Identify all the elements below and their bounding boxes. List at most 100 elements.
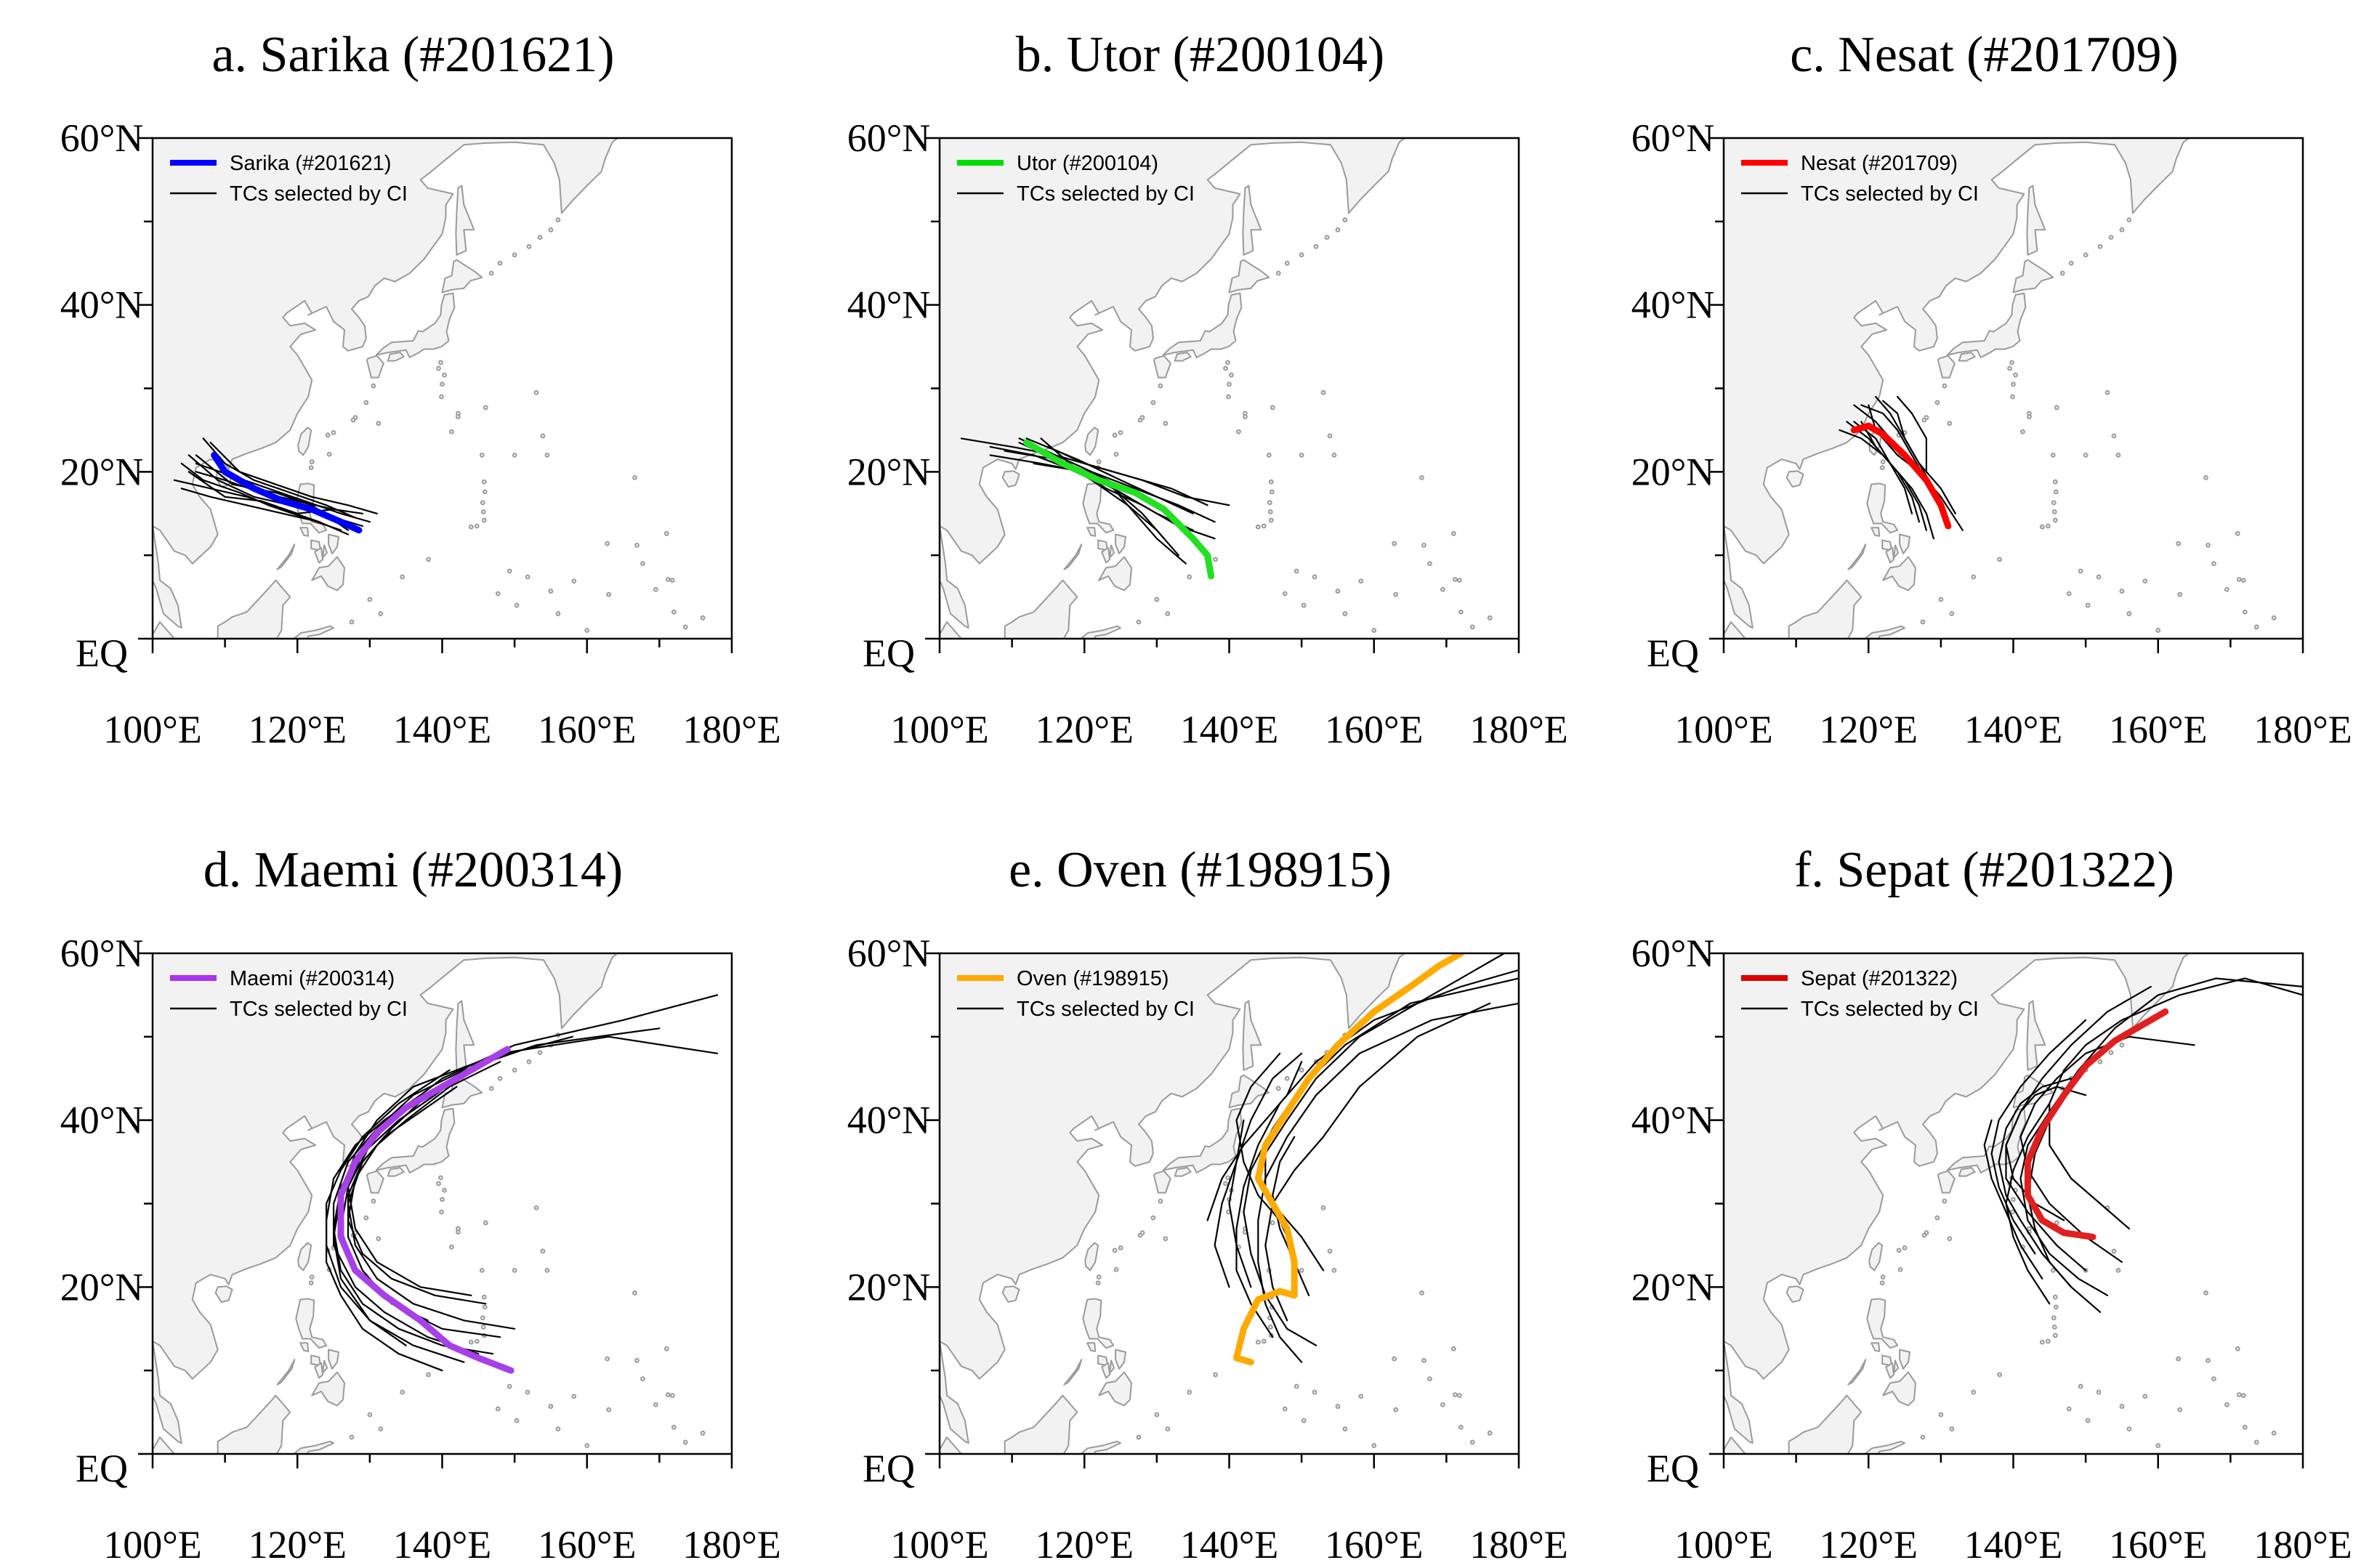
panel-d-island-33 xyxy=(512,1267,517,1273)
panel-c-legend-label-analog: TCs selected by CI xyxy=(1801,182,1979,206)
panel-d-island-46 xyxy=(404,1460,408,1464)
panel-d-xtick-label-160: 160°E xyxy=(538,1523,637,1567)
panel-a-land-2 xyxy=(153,621,175,639)
panel-e-island-6 xyxy=(1223,1181,1228,1187)
panel-f-xtick-label-180: 180°E xyxy=(2253,1523,2352,1567)
panel-d-island-30 xyxy=(507,1383,512,1389)
panel-d-land-1 xyxy=(153,1341,182,1444)
panel-a-island-67 xyxy=(548,227,554,233)
panel-e-island-37 xyxy=(1487,1430,1493,1436)
panel-e-island-13 xyxy=(1261,1338,1267,1344)
panel-d-island-21 xyxy=(571,1394,577,1399)
panel-c-island-46 xyxy=(1975,645,1979,649)
panel-d: Maemi (#200314) TCs selected by CI 100°E 12… xyxy=(60,842,781,1567)
panel-c: Nesat (#201709) TCs selected by CI 100°E 12… xyxy=(1631,27,2352,751)
panel-a-island-21 xyxy=(571,578,577,584)
panel-d-island-17 xyxy=(540,1248,546,1254)
panel-e-island-49 xyxy=(1390,1464,1394,1468)
panel-a-island-16 xyxy=(481,479,487,485)
panel-d-land-16 xyxy=(387,1167,405,1177)
panel-c-island-34 xyxy=(2235,530,2240,536)
panel-a: Sarika (#201621) TCs selected by CI 100°E 1… xyxy=(60,27,781,751)
panel-d-island-49 xyxy=(603,1464,607,1468)
panel-c-island-53 xyxy=(2010,394,2015,400)
panel-b-island-26 xyxy=(1392,541,1397,546)
panel-c-island-17 xyxy=(2111,433,2117,439)
panel-a-island-39 xyxy=(567,645,570,649)
panel-d-island-38 xyxy=(584,1443,590,1448)
panel-f-island-4 xyxy=(1942,1198,1948,1204)
panel-e-island-50 xyxy=(1503,1462,1506,1466)
panel-d-island-53 xyxy=(439,1209,444,1215)
panel-c-island-38 xyxy=(2155,628,2161,633)
panel-f-island-48 xyxy=(2085,1418,2091,1423)
panel-d-island-51 xyxy=(483,1220,488,1226)
panel-a-analog-track-8 xyxy=(180,488,320,523)
panel-d-island-34 xyxy=(663,1346,669,1351)
panel-f-island-11 xyxy=(2051,1325,2057,1330)
panel-b-legend-label-target: Utor (#200104) xyxy=(1017,152,1158,175)
panel-f-ytick-label-40: 40°N xyxy=(1631,1099,1715,1142)
panel-a-xtick-label-180: 180°E xyxy=(682,708,781,751)
panel-f-legend-label-target: Sepat (#201322) xyxy=(1801,967,1958,990)
panel-b-island-47 xyxy=(1158,650,1162,653)
panel-d-land-3 xyxy=(217,1394,291,1454)
panel-e-island-19 xyxy=(1187,1389,1192,1395)
panel-f-island-20 xyxy=(2096,1389,2102,1395)
panel-e-xtick-label-100: 100°E xyxy=(890,1523,989,1567)
panel-f-island-27 xyxy=(2224,1402,2229,1407)
panel-b-island-16 xyxy=(1268,479,1274,485)
panel-b-land-10 xyxy=(1101,546,1111,564)
panel-e-land-7 xyxy=(1082,1298,1115,1349)
panel-e-legend-label-target: Oven (#198915) xyxy=(1017,967,1169,990)
panel-b-island-17 xyxy=(1327,433,1333,439)
panel-a-island-11 xyxy=(480,509,486,514)
panel-a-land-13 xyxy=(311,556,345,591)
panel-f-island-39 xyxy=(2138,1460,2142,1464)
panel-a-land-16 xyxy=(387,352,405,362)
panel-a-analog-track-3 xyxy=(209,442,378,514)
panel-d-analog-track-7 xyxy=(333,1061,494,1355)
panel-e-island-44 xyxy=(1154,1412,1160,1418)
panel-c-land-18 xyxy=(2012,259,2054,294)
panel-f-island-60 xyxy=(1880,1274,1886,1280)
panel-b-island-60 xyxy=(1096,459,1102,464)
panel-c-legend-label-target: Nesat (#201709) xyxy=(1801,152,1958,175)
panel-f-land-2 xyxy=(1724,1436,1746,1454)
panel-e-land-17 xyxy=(1162,1107,1243,1173)
panel-e-ytick-label-20: 20°N xyxy=(847,1265,931,1309)
panel-b-island-58 xyxy=(1331,452,1337,458)
panel-d-island-60 xyxy=(309,1274,315,1280)
panel-c-island-28 xyxy=(2240,578,2246,583)
panel-d-island-14 xyxy=(480,1315,485,1321)
panel-b-legend-label-analog: TCs selected by CI xyxy=(1017,182,1195,206)
panel-a-island-19 xyxy=(400,574,405,580)
panel-d-land-6 xyxy=(297,1242,312,1272)
panel-f-island-59 xyxy=(1879,1280,1885,1285)
panel-f-map xyxy=(1724,953,2303,1464)
panel-d-island-25 xyxy=(634,1357,639,1363)
panel-a-island-51 xyxy=(483,405,488,411)
panel-d-ytick-label-40: 40°N xyxy=(60,1099,144,1142)
panel-b-island-45 xyxy=(1145,648,1148,652)
panel-e-island-32 xyxy=(1419,1290,1424,1296)
panel-d-ytick-label-20: 20°N xyxy=(60,1265,144,1309)
panel-c-island-64 xyxy=(2083,252,2089,258)
panel-c-analog-track-10 xyxy=(1897,395,1927,473)
panel-b-island-5 xyxy=(1225,360,1230,365)
panel-e-island-55 xyxy=(1118,1245,1123,1250)
panel-a-island-2 xyxy=(325,432,331,438)
panel-e-island-61 xyxy=(1113,1266,1119,1272)
panel-e-island-2 xyxy=(1112,1248,1118,1253)
panel-e-land-15 xyxy=(1153,1170,1171,1194)
panel-e-land-10 xyxy=(1101,1362,1111,1379)
panel-b-island-36 xyxy=(1469,624,1475,630)
panel-a-island-35 xyxy=(671,609,677,615)
panel-b-island-64 xyxy=(1299,252,1304,258)
panel-b-island-34 xyxy=(1450,530,1456,536)
panel-d-land-2 xyxy=(153,1436,175,1454)
panel-c-island-5 xyxy=(2009,360,2014,365)
panel-e-island-20 xyxy=(1312,1389,1317,1395)
panel-b-island-49 xyxy=(1390,649,1394,652)
panel-d-land-19 xyxy=(455,1000,475,1071)
